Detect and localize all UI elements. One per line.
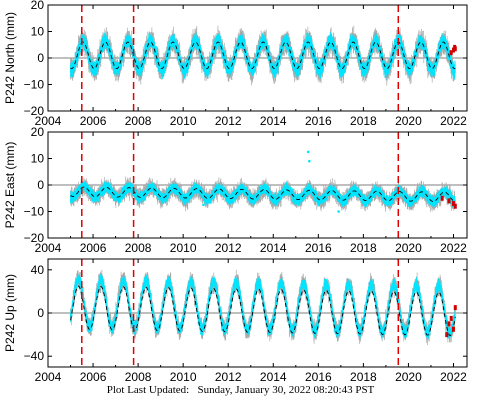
x-tick-label: 2018 — [350, 114, 377, 128]
plot-last-updated: Plot Last Updated: Sunday, January 30, 2… — [0, 384, 481, 396]
x-tick-label: 2020 — [395, 241, 422, 255]
x-tick-label: 2018 — [350, 241, 377, 255]
y-tick-label: −20 — [24, 231, 45, 245]
footer-timestamp: Sunday, January 30, 2022 08:20:43 PST — [197, 384, 375, 396]
y-tick-label: 20 — [31, 0, 45, 12]
plot-area — [48, 150, 467, 213]
recent-point — [445, 332, 449, 338]
plot-area — [48, 269, 467, 345]
x-tick-label: 2016 — [305, 241, 332, 255]
y-tick-label: −40 — [24, 349, 45, 363]
y-tick-label: 0 — [37, 51, 44, 65]
panel-north: 2004 2006 2008 2010 2012 2014 2016 2018 2020 2022… — [3, 0, 468, 128]
recent-point — [440, 195, 444, 201]
y-axis-label: P242 North (mm) — [3, 12, 17, 104]
x-tick-label: 2008 — [125, 241, 152, 255]
seasonal-model-line — [70, 186, 456, 203]
recent-point — [449, 315, 453, 321]
recent-point — [453, 305, 457, 311]
recent-point — [453, 46, 457, 52]
recent-point — [451, 326, 455, 332]
y-axis-label: P242 East (mm) — [3, 142, 17, 229]
recent-point — [447, 198, 451, 204]
cleaned-observations — [70, 31, 456, 81]
x-tick-label: 2016 — [305, 370, 332, 384]
x-tick-label: 2008 — [125, 370, 152, 384]
x-tick-label: 2022 — [440, 241, 467, 255]
x-tick-label: 2010 — [170, 241, 197, 255]
outlier-point — [202, 203, 205, 207]
recent-point — [451, 201, 455, 207]
y-tick-label: −10 — [24, 205, 45, 219]
x-tick-label: 2004 — [35, 114, 62, 128]
x-tick-label: 2018 — [350, 370, 377, 384]
recent-point — [453, 203, 457, 209]
cleaned-observations — [70, 274, 456, 340]
y-tick-label: 20 — [31, 125, 45, 139]
x-tick-label: 2012 — [215, 370, 242, 384]
y-tick-label: 0 — [37, 178, 44, 192]
y-tick-label: 10 — [31, 152, 45, 166]
recent-point — [451, 47, 455, 53]
x-tick-label: 2022 — [440, 114, 467, 128]
x-tick-label: 2006 — [80, 241, 107, 255]
x-tick-label: 2022 — [440, 370, 467, 384]
raw-observations — [70, 269, 456, 345]
outlier-point — [308, 159, 311, 163]
seasonal-model-line — [70, 41, 456, 70]
y-tick-label: 10 — [31, 25, 45, 39]
x-tick-label: 2010 — [170, 370, 197, 384]
y-tick-label: 0 — [37, 306, 44, 320]
x-tick-label: 2004 — [35, 370, 62, 384]
x-tick-label: 2010 — [170, 114, 197, 128]
x-tick-label: 2012 — [215, 114, 242, 128]
y-tick-label: −10 — [24, 78, 45, 92]
outlier-point — [337, 210, 340, 213]
raw-observations — [70, 25, 456, 86]
y-tick-label: −20 — [24, 104, 45, 118]
x-tick-label: 2014 — [260, 370, 287, 384]
x-tick-label: 2014 — [260, 241, 287, 255]
y-tick-label: 40 — [31, 263, 45, 277]
recent-point — [447, 321, 451, 327]
outlier-point — [306, 150, 310, 154]
seasonal-model-line — [70, 285, 456, 337]
x-tick-label: 2006 — [80, 370, 107, 384]
plot-area — [48, 25, 467, 86]
x-tick-label: 2012 — [215, 241, 242, 255]
x-tick-label: 2014 — [260, 114, 287, 128]
x-tick-label: 2006 — [80, 114, 107, 128]
footer-label: Plot Last Updated: — [106, 384, 190, 396]
x-tick-label: 2004 — [35, 241, 62, 255]
recent-point — [449, 50, 453, 56]
x-tick-label: 2020 — [395, 370, 422, 384]
x-tick-label: 2016 — [305, 114, 332, 128]
x-tick-label: 2020 — [395, 114, 422, 128]
panel-up: 2004 2006 2008 2010 2012 2014 2016 2018 2020 2022… — [3, 258, 468, 384]
y-axis-label: P242 Up (mm) — [3, 274, 17, 352]
panel-east: 2004 2006 2008 2010 2012 2014 2016 2018 2020 2022… — [3, 125, 468, 255]
x-tick-label: 2008 — [125, 114, 152, 128]
